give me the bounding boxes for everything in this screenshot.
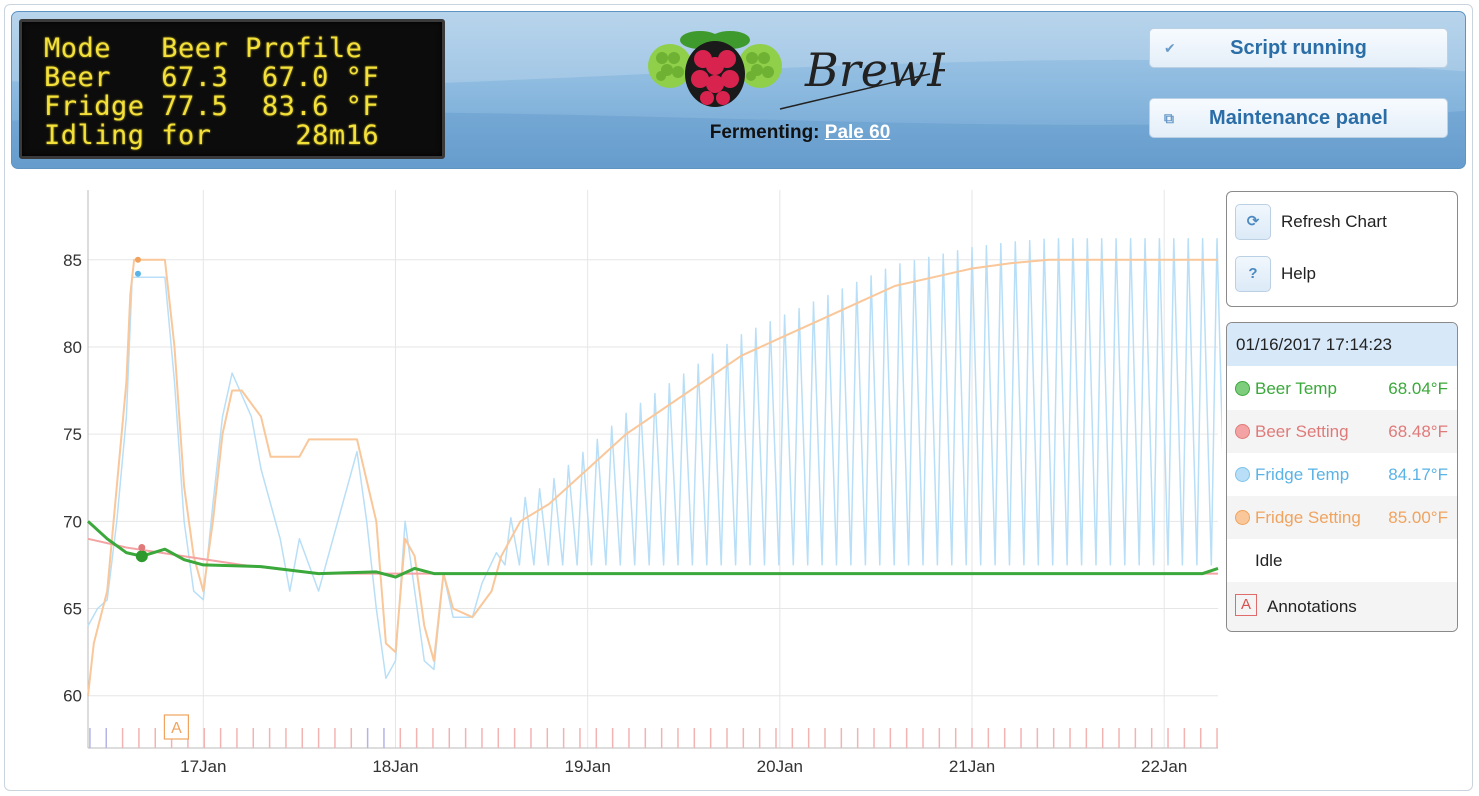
annotations-label: Annotations: [1267, 597, 1357, 616]
x-tick-label: 22Jan: [1141, 757, 1187, 776]
legend-item-beer-setting[interactable]: Beer Setting 68.48°F: [1227, 410, 1457, 453]
series-line-beer-setting: [87, 537, 1218, 575]
x-tick-label: 21Jan: [949, 757, 995, 776]
beer-temp-dot-icon: [1235, 381, 1250, 396]
temperature-chart[interactable]: 60 65 70 75 80 85 17Jan 18Jan 19Jan 20Jan 21Jan 22J…: [30, 186, 1222, 778]
script-running-label: Script running: [1230, 37, 1367, 59]
window-icon: ⧉: [1164, 110, 1174, 126]
chart-legend-panel: 01/16/2017 17:14:23 Beer Temp 68.04°F Be…: [1226, 322, 1458, 632]
y-tick-label: 65: [63, 600, 82, 619]
lcd-line-beer: Beer 67.3 67.0 °F: [44, 62, 380, 93]
refresh-chart-label: Refresh Chart: [1281, 212, 1387, 231]
script-running-button[interactable]: ✔ Script running: [1149, 28, 1448, 68]
fridge-temp-dot-icon: [1235, 467, 1250, 482]
series-line-fridge-setting: [87, 258, 1218, 696]
legend-name: Beer Setting: [1255, 422, 1349, 441]
checkmark-icon: ✔: [1164, 40, 1176, 56]
legend-item-annotations[interactable]: A Annotations: [1227, 582, 1457, 631]
lcd-display: Mode Beer Profile Beer 67.3 67.0 °F Frid…: [19, 19, 445, 159]
legend-name: Beer Temp: [1255, 379, 1337, 398]
legend-item-beer-temp[interactable]: Beer Temp 68.04°F: [1227, 367, 1457, 410]
lcd-line-fridge: Fridge 77.5 83.6 °F: [44, 91, 380, 122]
series-line-beer-temp: [86, 520, 1219, 579]
beer-setting-dot-icon: [1235, 424, 1250, 439]
annotation-label: A: [171, 720, 182, 737]
legend-item-fridge-setting[interactable]: Fridge Setting 85.00°F: [1227, 496, 1457, 539]
x-tick-label: 17Jan: [180, 757, 226, 776]
y-tick-label: 85: [63, 251, 82, 270]
legend-item-fridge-temp[interactable]: Fridge Temp 84.17°F: [1227, 453, 1457, 496]
question-icon: ?: [1235, 256, 1271, 292]
x-tick-label: 18Jan: [372, 757, 418, 776]
legend-item-idle[interactable]: Idle: [1227, 539, 1457, 582]
y-tick-label: 75: [63, 425, 82, 444]
x-tick-label: 20Jan: [757, 757, 803, 776]
brewpi-logo: BrewPi: [645, 24, 973, 114]
legend-name: Fridge Temp: [1255, 465, 1350, 484]
maintenance-panel-button[interactable]: ⧉ Maintenance panel: [1149, 98, 1448, 138]
legend-value: 84.17°F: [1388, 465, 1448, 484]
refresh-icon: ⟳: [1235, 204, 1271, 240]
fermenting-status: Fermenting: Pale 60: [640, 122, 960, 144]
annotation-marker: [163, 714, 190, 740]
chart-tools-panel: ⟳ Refresh Chart ? Help: [1226, 191, 1458, 307]
y-tick-label: 70: [63, 512, 82, 531]
raspberry-logo-icon: BrewPi: [648, 31, 973, 110]
legend-timestamp: 01/16/2017 17:14:23: [1227, 323, 1457, 366]
legend-value: 68.04°F: [1388, 379, 1448, 398]
beer-temp-marker: [135, 550, 148, 563]
beer-setting-marker: [138, 543, 146, 551]
refresh-chart-button[interactable]: ⟳ Refresh Chart: [1227, 202, 1457, 242]
legend-name: Idle: [1255, 551, 1283, 570]
y-tick-label: 80: [63, 338, 82, 357]
x-tick-label: 19Jan: [564, 757, 610, 776]
maintenance-panel-label: Maintenance panel: [1209, 107, 1388, 129]
fridge-temp-marker: [134, 270, 141, 277]
legend-name: Fridge Setting: [1255, 508, 1361, 527]
series-line-fridge-temp: [87, 238, 1222, 680]
help-label: Help: [1281, 264, 1316, 283]
fermenting-label: Fermenting:: [709, 122, 820, 143]
legend-value: 85.00°F: [1388, 508, 1448, 527]
y-tick-label: 60: [63, 687, 82, 706]
legend-value: 68.48°F: [1388, 422, 1448, 441]
fridge-setting-marker: [134, 256, 141, 263]
lcd-line-mode: Mode Beer Profile: [44, 33, 363, 64]
fridge-setting-dot-icon: [1235, 510, 1250, 525]
profile-link[interactable]: Pale 60: [824, 122, 891, 143]
help-button[interactable]: ? Help: [1227, 254, 1457, 294]
lcd-line-status: Idling for 28m16: [44, 120, 380, 151]
logo-text: BrewPi: [804, 43, 945, 97]
annotation-icon: A: [1235, 594, 1257, 616]
